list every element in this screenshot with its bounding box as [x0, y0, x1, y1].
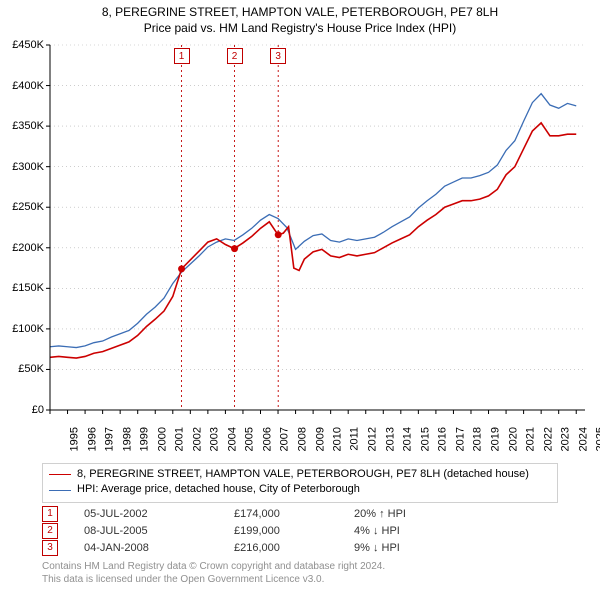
x-tick-label: 2017 [454, 427, 466, 451]
legend-label-blue: HPI: Average price, detached house, City… [77, 482, 360, 497]
y-tick-label: £100K [0, 323, 44, 335]
x-tick-label: 2005 [244, 427, 256, 451]
x-tick-label: 2003 [209, 427, 221, 451]
legend-label-red: 8, PEREGRINE STREET, HAMPTON VALE, PETER… [77, 467, 529, 482]
transaction-date: 05-JUL-2002 [84, 508, 234, 520]
x-tick-label: 2004 [226, 427, 238, 451]
x-tick-label: 2016 [437, 427, 449, 451]
x-tick-label: 2006 [261, 427, 273, 451]
x-tick-label: 2000 [156, 427, 168, 451]
y-tick-label: £0 [0, 404, 44, 416]
transaction-diff: 4% ↓ HPI [354, 525, 454, 537]
y-tick-label: £200K [0, 242, 44, 254]
transaction-marker: 2 [227, 48, 243, 64]
x-tick-label: 2020 [507, 427, 519, 451]
title-line-2: Price paid vs. HM Land Registry's House … [0, 20, 600, 36]
x-tick-label: 2007 [279, 427, 291, 451]
plot-area: £0£50K£100K£150K£200K£250K£300K£350K£400… [50, 45, 585, 410]
x-tick-label: 2014 [402, 427, 414, 451]
y-tick-label: £150K [0, 282, 44, 294]
x-tick-label: 2001 [174, 427, 186, 451]
page: 8, PEREGRINE STREET, HAMPTON VALE, PETER… [0, 0, 600, 590]
x-tick-label: 2018 [472, 427, 484, 451]
x-tick-label: 2022 [542, 427, 554, 451]
x-tick-label: 1997 [104, 427, 116, 451]
x-tick-label: 2002 [191, 427, 203, 451]
y-tick-label: £400K [0, 80, 44, 92]
chart-svg [50, 45, 585, 410]
x-tick-label: 1999 [139, 427, 151, 451]
y-tick-label: £300K [0, 161, 44, 173]
transaction-number: 2 [42, 523, 58, 539]
transaction-price: £199,000 [234, 525, 354, 537]
x-tick-label: 2023 [560, 427, 572, 451]
x-tick-label: 2008 [297, 427, 309, 451]
transaction-date: 04-JAN-2008 [84, 542, 234, 554]
transactions-table: 1 05-JUL-2002£174,00020% ↑ HPI 2 08-JUL-200… [42, 505, 454, 556]
x-tick-label: 2012 [367, 427, 379, 451]
footer-line-2: This data is licensed under the Open Gov… [42, 574, 385, 587]
x-tick-label: 2015 [419, 427, 431, 451]
y-tick-label: £250K [0, 201, 44, 213]
transaction-number: 3 [42, 540, 58, 556]
x-tick-label: 2021 [525, 427, 537, 451]
transaction-marker: 3 [270, 48, 286, 64]
x-tick-label: 2024 [577, 427, 589, 451]
y-tick-label: £50K [0, 363, 44, 375]
y-tick-label: £450K [0, 39, 44, 51]
footer: Contains HM Land Registry data © Crown c… [42, 561, 385, 586]
legend-swatch-red [49, 474, 71, 475]
transaction-price: £216,000 [234, 542, 354, 554]
footer-line-1: Contains HM Land Registry data © Crown c… [42, 561, 385, 574]
legend: 8, PEREGRINE STREET, HAMPTON VALE, PETER… [42, 463, 558, 503]
transaction-price: £174,000 [234, 508, 354, 520]
title-area: 8, PEREGRINE STREET, HAMPTON VALE, PETER… [0, 0, 600, 36]
transaction-row: 3 04-JAN-2008£216,0009% ↓ HPI [42, 539, 454, 556]
x-tick-label: 2025 [595, 427, 600, 451]
transaction-row: 2 08-JUL-2005£199,0004% ↓ HPI [42, 522, 454, 539]
x-tick-label: 2013 [384, 427, 396, 451]
legend-row-red: 8, PEREGRINE STREET, HAMPTON VALE, PETER… [49, 467, 551, 482]
x-tick-label: 1996 [86, 427, 98, 451]
x-tick-label: 2019 [489, 427, 501, 451]
legend-row-blue: HPI: Average price, detached house, City… [49, 482, 551, 497]
transaction-diff: 9% ↓ HPI [354, 542, 454, 554]
legend-swatch-blue [49, 490, 71, 491]
transaction-date: 08-JUL-2005 [84, 525, 234, 537]
x-tick-label: 1995 [68, 427, 80, 451]
x-tick-label: 1998 [121, 427, 133, 451]
title-line-1: 8, PEREGRINE STREET, HAMPTON VALE, PETER… [0, 4, 600, 20]
transaction-marker: 1 [174, 48, 190, 64]
x-tick-label: 2009 [314, 427, 326, 451]
transaction-number: 1 [42, 506, 58, 522]
transaction-row: 1 05-JUL-2002£174,00020% ↑ HPI [42, 505, 454, 522]
y-tick-label: £350K [0, 120, 44, 132]
x-tick-label: 2010 [332, 427, 344, 451]
x-tick-label: 2011 [348, 427, 360, 451]
transaction-diff: 20% ↑ HPI [354, 508, 454, 520]
